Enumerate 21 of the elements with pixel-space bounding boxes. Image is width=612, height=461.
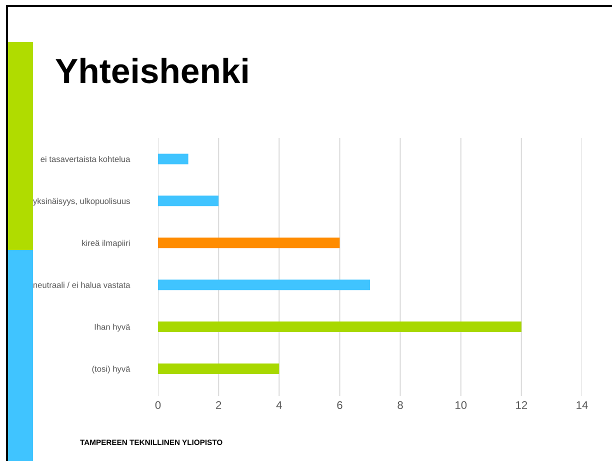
y-tick-label: Ihan hyvä <box>94 324 130 332</box>
y-tick-label: kireä ilmapiiri <box>82 240 130 248</box>
x-tick-label: 10 <box>456 401 467 410</box>
bar <box>158 322 522 332</box>
bar <box>158 238 340 248</box>
x-tick-label: 12 <box>516 401 528 409</box>
y-tick-label: (tosi) hyvä <box>92 366 130 374</box>
x-tick-label: 6 <box>337 401 342 410</box>
x-tick-label: 14 <box>576 401 588 409</box>
bar <box>158 363 280 374</box>
y-tick-label: neutraali / ei halua vastata <box>33 282 130 288</box>
y-tick-label: yksinäisyys, ulkopuolisuus <box>32 198 130 206</box>
x-tick-label: 8 <box>398 401 403 410</box>
bar <box>158 280 370 290</box>
bar <box>158 154 188 164</box>
x-tick-label: 2 <box>216 401 222 409</box>
chart-title: Yhteishenki <box>56 58 248 84</box>
y-tick-label: ei tasavertaista kohtelua <box>40 156 130 162</box>
bar <box>158 196 219 206</box>
x-tick-label: 0 <box>155 401 161 410</box>
x-tick-label: 4 <box>276 401 282 409</box>
